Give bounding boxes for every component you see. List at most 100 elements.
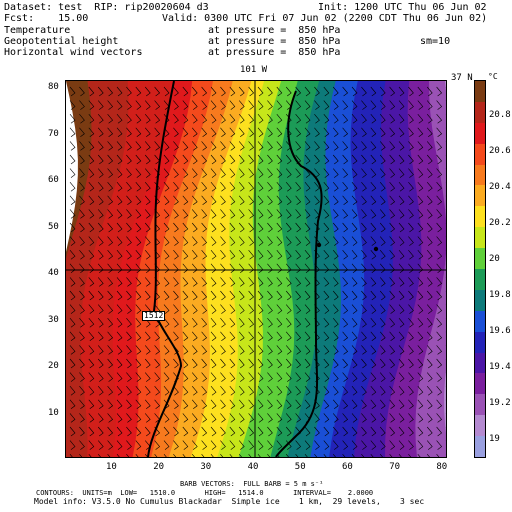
- wind-barb: [370, 250, 377, 260]
- wind-barb: [69, 86, 76, 97]
- wind-barb: [417, 86, 424, 97]
- wind-barb: [323, 345, 330, 355]
- wind-barb: [323, 222, 330, 233]
- wind-barb: [276, 277, 283, 287]
- wind-barb: [229, 345, 236, 355]
- height-contour-line: [147, 81, 183, 457]
- wind-barb: [276, 141, 283, 151]
- wind-barb: [285, 413, 292, 423]
- wind-barb: [69, 426, 76, 437]
- wind-barb: [173, 127, 179, 138]
- wind-barb: [69, 195, 76, 206]
- wind-barb: [370, 86, 377, 97]
- wind-barb: [342, 290, 349, 301]
- wind-barb: [191, 358, 198, 369]
- wind-barb: [135, 86, 142, 97]
- wind-barb: [220, 372, 226, 382]
- wind-barb: [332, 114, 339, 124]
- wind-barb: [370, 236, 377, 246]
- wind-barb: [332, 372, 339, 382]
- wind-barb: [314, 426, 320, 437]
- wind-barb: [351, 372, 358, 382]
- wind-barb: [182, 86, 189, 97]
- wind-barb: [163, 454, 167, 457]
- wind-barb: [79, 386, 85, 396]
- wind-barb: [238, 413, 245, 423]
- wind-barb: [342, 236, 349, 246]
- wind-barb: [370, 426, 377, 437]
- wind-barb: [97, 290, 104, 301]
- x-tick-label: 60: [342, 462, 353, 472]
- wind-barb: [436, 331, 443, 342]
- wind-barb: [97, 358, 104, 369]
- wind-barb: [276, 263, 283, 274]
- wind-barb: [389, 454, 393, 457]
- wind-barb: [126, 440, 132, 450]
- wind-barb: [248, 86, 255, 97]
- wind-barb: [191, 127, 198, 138]
- wind-barb: [295, 358, 302, 369]
- wind-barb: [408, 222, 414, 233]
- wind-barb: [107, 345, 114, 355]
- wind-barb: [257, 182, 264, 192]
- wind-barb: [342, 222, 349, 233]
- wind-barb: [257, 236, 264, 246]
- wind-barb: [220, 195, 226, 206]
- wind-barb: [201, 236, 208, 246]
- colorbar-label: 19: [489, 434, 500, 444]
- wind-barb: [267, 413, 273, 423]
- wind-barb: [182, 154, 189, 165]
- wind-barb: [323, 318, 330, 328]
- wind-barb: [191, 426, 198, 437]
- wind-barb: [361, 426, 367, 437]
- wind-barb: [144, 86, 151, 97]
- wind-barb: [69, 263, 76, 274]
- wind-barb: [304, 331, 311, 342]
- colorbar-swatch: [475, 269, 485, 291]
- wind-barb: [398, 426, 405, 437]
- wind-barb: [201, 399, 208, 410]
- wind-barb: [191, 263, 198, 274]
- wind-barb: [276, 209, 283, 219]
- wind-barb: [314, 182, 320, 192]
- wind-barb: [426, 358, 433, 369]
- wind-barb: [173, 318, 179, 328]
- wind-barb: [88, 454, 92, 457]
- wind-barb: [267, 345, 273, 355]
- wind-barb: [135, 358, 142, 369]
- wind-barb: [342, 304, 349, 314]
- wind-barb: [229, 250, 236, 260]
- wind-barb: [173, 222, 179, 233]
- wind-barb: [182, 100, 189, 110]
- wind-barb: [210, 114, 217, 124]
- wind-barb: [436, 304, 443, 314]
- wind-barb: [276, 86, 283, 97]
- wind-barb: [323, 331, 330, 342]
- wind-barb: [398, 127, 405, 138]
- wind-barb: [379, 440, 386, 450]
- wind-barb: [238, 250, 245, 260]
- wind-barb: [370, 413, 377, 423]
- wind-barb: [173, 426, 179, 437]
- wind-barb: [135, 386, 142, 396]
- wind-barb: [408, 345, 414, 355]
- wind-barb: [398, 250, 405, 260]
- wind-barb: [79, 236, 85, 246]
- wind-barb: [97, 345, 104, 355]
- wind-barb: [201, 209, 208, 219]
- wind-barb: [361, 222, 367, 233]
- wind-barb: [436, 399, 443, 410]
- wind-barb: [154, 250, 161, 260]
- wind-barb: [97, 236, 104, 246]
- wind-barb: [379, 168, 386, 178]
- wind-barb: [426, 263, 433, 274]
- wind-barb: [276, 154, 283, 165]
- wind-barb: [361, 304, 367, 314]
- wind-barb: [361, 358, 367, 369]
- wind-barb: [182, 222, 189, 233]
- wind-barb: [69, 100, 76, 110]
- wind-barb: [426, 399, 433, 410]
- wind-barb: [332, 290, 339, 301]
- wind-barb: [408, 399, 414, 410]
- wind-barb: [238, 318, 245, 328]
